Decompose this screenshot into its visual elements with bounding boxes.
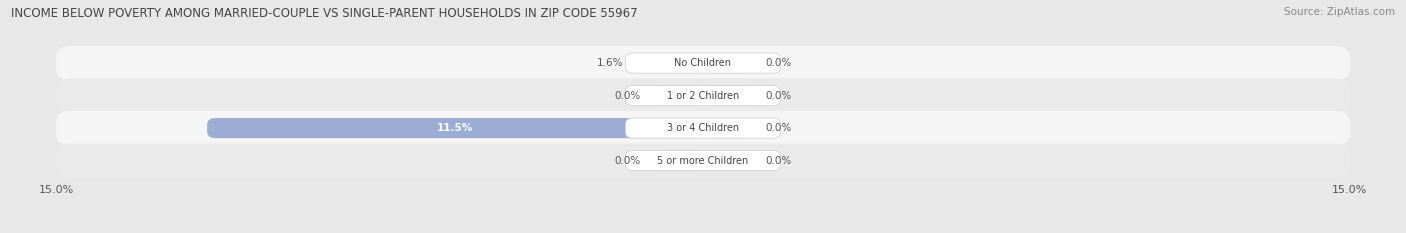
Text: 0.0%: 0.0% [765,156,792,166]
FancyBboxPatch shape [626,151,780,171]
Text: Source: ZipAtlas.com: Source: ZipAtlas.com [1284,7,1395,17]
FancyBboxPatch shape [207,118,703,138]
Text: 0.0%: 0.0% [765,123,792,133]
Text: 0.0%: 0.0% [614,156,641,166]
FancyBboxPatch shape [626,53,780,73]
FancyBboxPatch shape [56,79,1350,113]
FancyBboxPatch shape [703,53,755,73]
FancyBboxPatch shape [56,46,1350,80]
FancyBboxPatch shape [703,86,755,106]
Text: 0.0%: 0.0% [765,91,792,101]
Text: 0.0%: 0.0% [614,91,641,101]
Text: No Children: No Children [675,58,731,68]
FancyBboxPatch shape [56,144,1350,178]
Text: 3 or 4 Children: 3 or 4 Children [666,123,740,133]
FancyBboxPatch shape [703,151,755,171]
FancyBboxPatch shape [651,86,703,106]
FancyBboxPatch shape [626,118,780,138]
Text: INCOME BELOW POVERTY AMONG MARRIED-COUPLE VS SINGLE-PARENT HOUSEHOLDS IN ZIP COD: INCOME BELOW POVERTY AMONG MARRIED-COUPL… [11,7,638,20]
Text: 1.6%: 1.6% [596,58,623,68]
FancyBboxPatch shape [634,53,703,73]
FancyBboxPatch shape [626,86,780,106]
Text: 11.5%: 11.5% [437,123,474,133]
FancyBboxPatch shape [651,151,703,171]
Text: 0.0%: 0.0% [765,58,792,68]
FancyBboxPatch shape [703,118,755,138]
Text: 5 or more Children: 5 or more Children [658,156,748,166]
Text: 1 or 2 Children: 1 or 2 Children [666,91,740,101]
FancyBboxPatch shape [56,111,1350,145]
